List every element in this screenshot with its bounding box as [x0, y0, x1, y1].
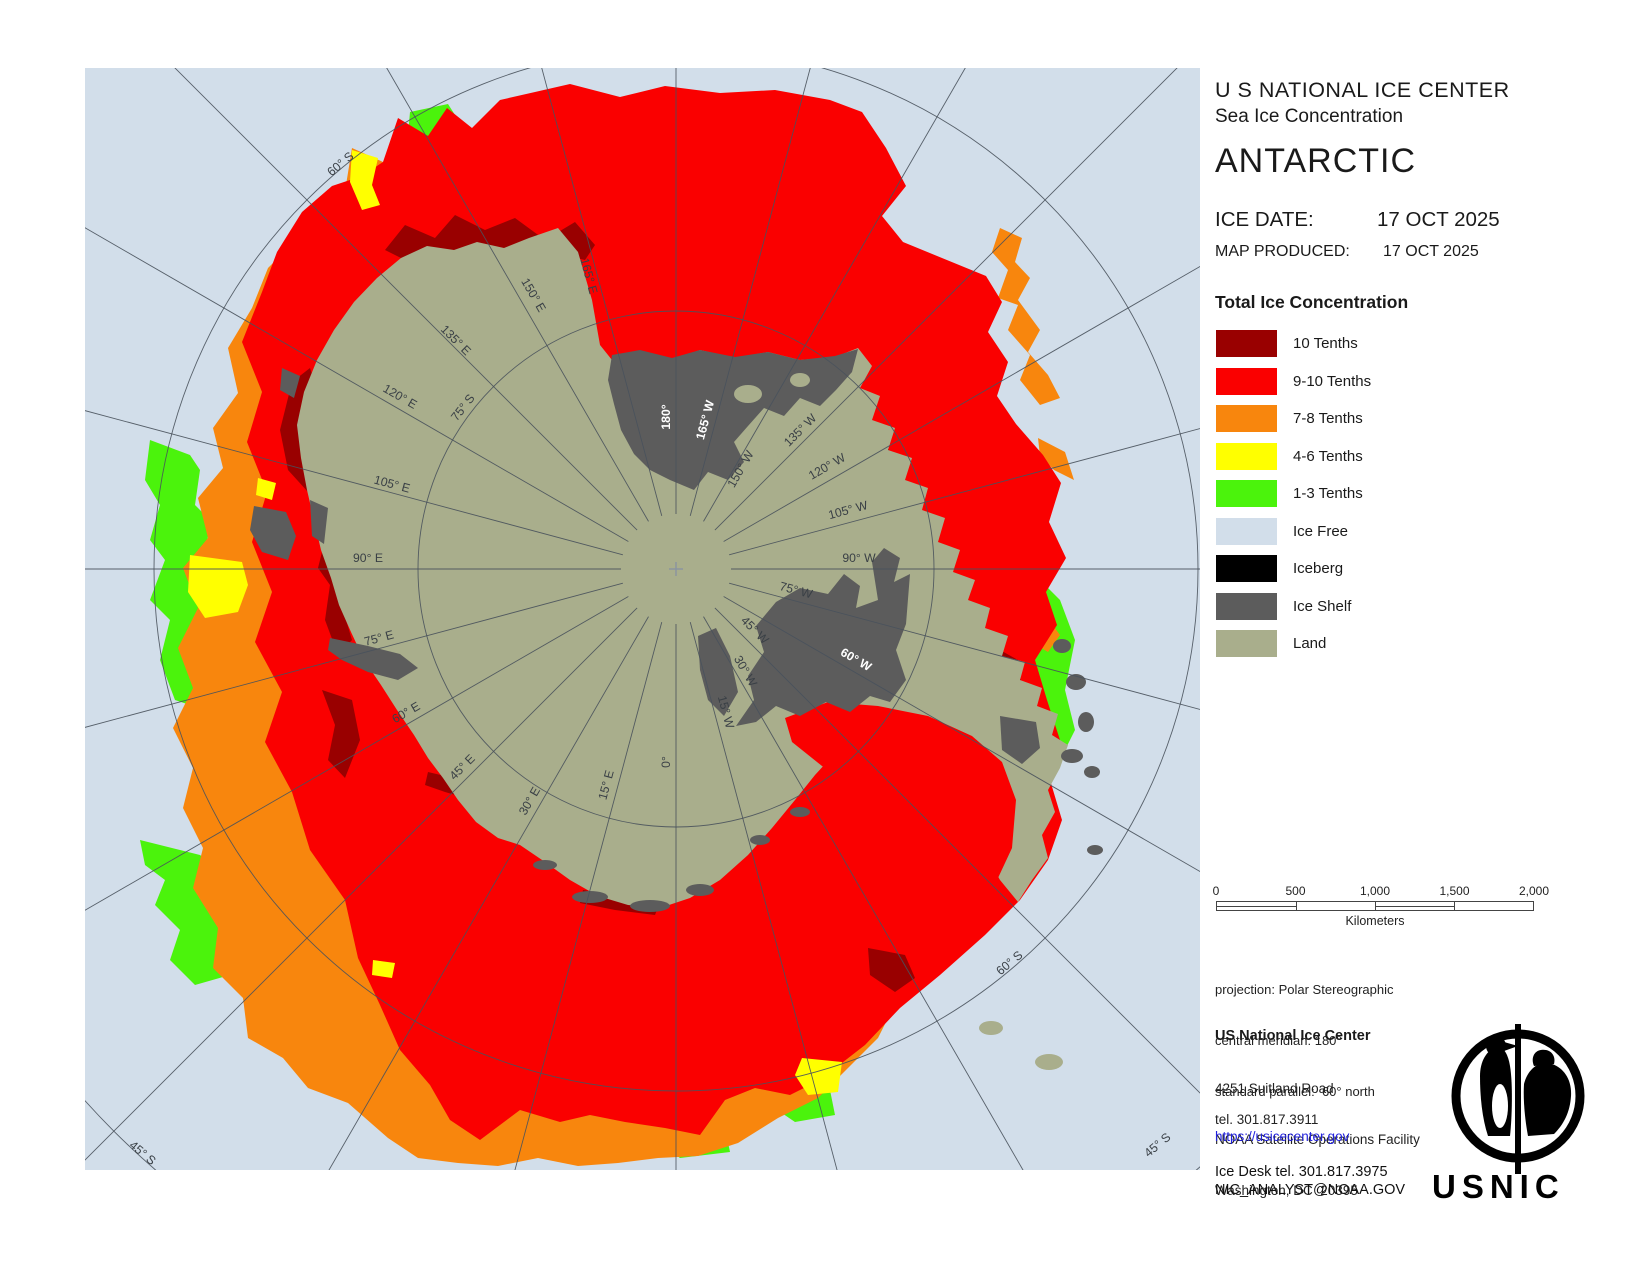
projection-line: projection: Polar Stereographic	[1215, 982, 1394, 997]
polar-bear-head	[1532, 1049, 1555, 1066]
legend-row: Ice Free	[1216, 517, 1349, 545]
ice-date-row: ICE DATE: 17 OCT 2025	[1215, 208, 1500, 232]
scale-tick-label: 2,000	[1518, 884, 1550, 898]
legend-swatch-ice-free	[1216, 517, 1277, 545]
central-meridian-line: central meridian: 180°	[1215, 1033, 1342, 1048]
scale-tick-label: 0	[1212, 884, 1220, 898]
legend-row: 9-10 Tenths	[1216, 367, 1372, 395]
address-line: NOAA Satellite Operations Facility	[1215, 1132, 1420, 1147]
ice-date-label: ICE DATE:	[1215, 208, 1314, 231]
legend-label: Iceberg	[1293, 560, 1344, 577]
legend-row: Iceberg	[1216, 555, 1343, 582]
usnic-logo-text: USNIC	[1432, 1168, 1565, 1205]
legend-row: Ice Shelf	[1216, 592, 1352, 620]
legend-row: 1-3 Tenths	[1216, 480, 1363, 507]
legend-title: Total Ice Concentration	[1215, 292, 1409, 312]
penguin-head	[1486, 1036, 1506, 1056]
legend-row: 4-6 Tenths	[1216, 442, 1363, 470]
legend-label: 10 Tenths	[1293, 335, 1358, 352]
map-produced-label: MAP PRODUCED:	[1215, 243, 1350, 260]
website-link[interactable]: https://usicecenter.gov	[1215, 1129, 1350, 1144]
analyst-email: NIC_ANALYST@NOAA.GOV	[1215, 1182, 1406, 1198]
scale-bar-numbers: 0 500 1,000 1,500 2,000	[1212, 884, 1550, 898]
logo-divider	[1515, 1024, 1521, 1174]
product-title: Sea Ice Concentration	[1215, 106, 1404, 127]
graticule-label: 90° W	[842, 551, 876, 565]
address-line: 4251 Suitland Road	[1215, 1081, 1334, 1096]
scale-tick-label: 1,500	[1439, 884, 1470, 898]
projection-info: projection: Polar Stereographic central …	[1215, 947, 1394, 1134]
graticule-label: 0°	[659, 756, 673, 768]
scale-bar-graphic	[1216, 901, 1534, 911]
legend-swatch-4-6-tenths	[1216, 442, 1277, 470]
usnic-logo	[1438, 1024, 1608, 1174]
scale-bar: 0 500 1,000 1,500 2,000 Kilometers	[1212, 884, 1550, 928]
ice-desk-phone: Ice Desk tel. 301.817.3975	[1215, 1164, 1388, 1180]
scale-tick-label: 1,000	[1359, 884, 1391, 898]
legend-label: Ice Shelf	[1293, 597, 1352, 615]
legend-swatch-land	[1216, 630, 1277, 657]
contact-address: 4251 Suitland Road NOAA Satellite Operat…	[1215, 1046, 1420, 1233]
region-title: ANTARCTIC	[1215, 142, 1417, 180]
address-line: Washington, DC 20395	[1215, 1183, 1358, 1198]
graticule-label: 90° E	[353, 551, 383, 565]
agency-title: U S NATIONAL ICE CENTER	[1215, 78, 1510, 102]
ice-shelves	[250, 349, 1103, 912]
legend-row: Land	[1216, 630, 1326, 657]
map-produced-value: 17 OCT 2025	[1383, 243, 1479, 260]
legend-label: 4-6 Tenths	[1293, 447, 1363, 465]
legend-swatch-iceberg	[1216, 555, 1277, 582]
graticule-lines	[85, 68, 1200, 1170]
legend-label: 9-10 Tenths	[1293, 372, 1372, 390]
legend-swatch-1-3-tenths	[1216, 480, 1277, 507]
legend-swatch-7-8-tenths	[1216, 405, 1277, 432]
standard-parallel-line: standard parallel: 60° north	[1215, 1084, 1375, 1099]
scale-bar-unit: Kilometers	[1345, 914, 1405, 928]
legend-row: 10 Tenths	[1216, 330, 1358, 357]
penguin-belly	[1492, 1084, 1508, 1128]
legend-label: 7-8 Tenths	[1293, 410, 1363, 427]
legend-label: Land	[1293, 635, 1327, 652]
weddell-sea-ice	[785, 702, 1016, 878]
map-produced-row: MAP PRODUCED: 17 OCT 2025	[1215, 243, 1479, 261]
legend-swatch-10-tenths	[1216, 330, 1277, 357]
legend-label: 1-3 Tenths	[1293, 485, 1363, 502]
graticule-label: 180°	[659, 404, 673, 429]
contact-phone: tel. 301.817.3911	[1215, 1112, 1319, 1127]
legend-swatch-ice-shelf	[1216, 592, 1277, 620]
legend-swatch-9-10-tenths	[1216, 367, 1277, 395]
scale-tick-label: 500	[1285, 884, 1306, 898]
legend-label: Ice Free	[1293, 522, 1349, 540]
polar-bear-icon	[1523, 1062, 1572, 1136]
legend-row: 7-8 Tenths	[1216, 405, 1363, 432]
penguin-beak	[1504, 1042, 1518, 1051]
ice-date-value: 17 OCT 2025	[1377, 208, 1500, 231]
contact-name: US National Ice Center	[1215, 1028, 1371, 1044]
